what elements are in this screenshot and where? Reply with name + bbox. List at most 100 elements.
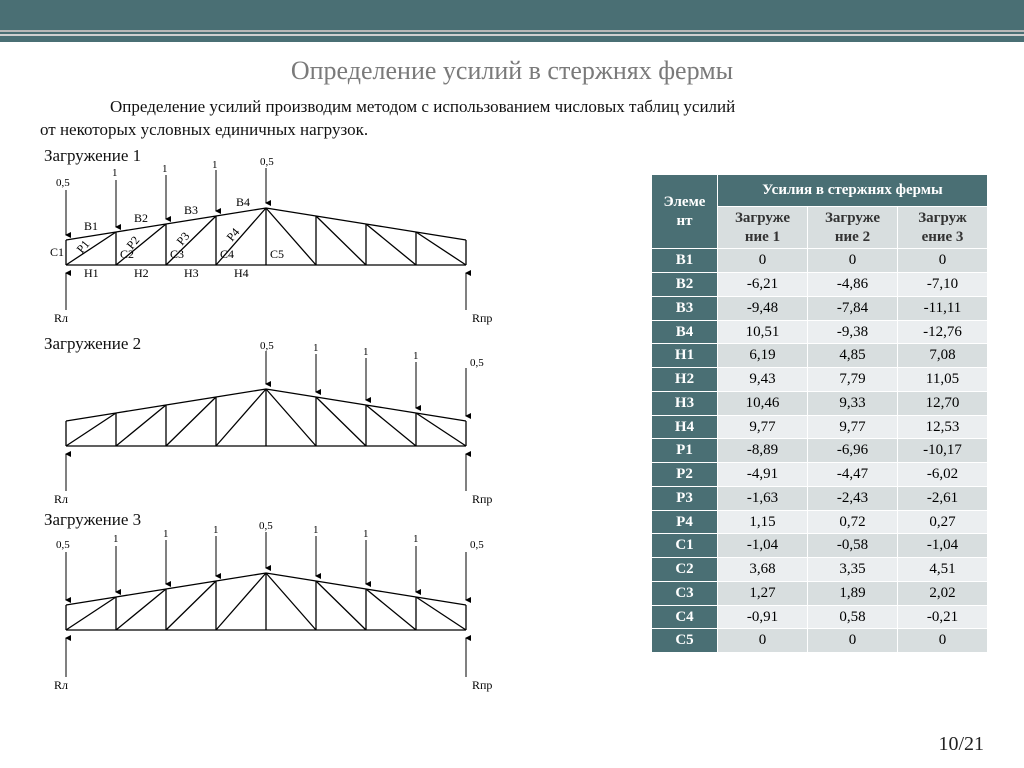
table-cell: 11,05 [898, 368, 988, 392]
table-cell: 1,15 [718, 510, 808, 534]
svg-text:1: 1 [313, 524, 319, 536]
table-cell: 3,68 [718, 558, 808, 582]
svg-text:0,5: 0,5 [470, 357, 484, 369]
svg-text:1: 1 [213, 524, 219, 536]
table-cell: 0 [808, 629, 898, 653]
intro-text: Определение усилий производим методом с … [40, 96, 984, 142]
intro-l1: Определение усилий производим методом с … [110, 97, 735, 116]
svg-text:1: 1 [413, 350, 419, 362]
svg-text:C4: C4 [220, 247, 234, 261]
svg-text:H3: H3 [184, 266, 199, 280]
svg-text:0,5: 0,5 [56, 177, 70, 189]
svg-text:P4: P4 [224, 225, 243, 244]
diagram-3: 0,5 1 1 1 0,5 1 1 1 0,5 Rл Rпр [36, 512, 506, 692]
table-cell: 10,46 [718, 391, 808, 415]
table-row-label: C2 [652, 558, 718, 582]
svg-text:1: 1 [413, 533, 419, 545]
svg-text:0,5: 0,5 [259, 520, 273, 532]
svg-text:1: 1 [112, 167, 118, 179]
header-line-2 [0, 34, 1024, 36]
table-cell: -4,91 [718, 463, 808, 487]
table-cell: 9,33 [808, 391, 898, 415]
svg-text:B3: B3 [184, 203, 198, 217]
table-row-label: H2 [652, 368, 718, 392]
table-cell: 12,70 [898, 391, 988, 415]
table-cell: 0,27 [898, 510, 988, 534]
table-row-label: P2 [652, 463, 718, 487]
forces-table: Элемент Усилия в стержнях фермы Загружен… [651, 174, 988, 653]
table-row-label: B4 [652, 320, 718, 344]
table-cell: 2,02 [898, 581, 988, 605]
svg-text:P3: P3 [174, 229, 193, 248]
svg-text:C1: C1 [50, 245, 64, 259]
svg-text:Rл: Rл [54, 492, 68, 506]
svg-text:1: 1 [363, 346, 369, 358]
table-cell: 4,85 [808, 344, 898, 368]
svg-text:Rпр: Rпр [472, 492, 492, 506]
table-hdr-forces: Усилия в стержнях фермы [718, 175, 988, 207]
table-cell: -6,96 [808, 439, 898, 463]
svg-text:C5: C5 [270, 247, 284, 261]
table-cell: -6,02 [898, 463, 988, 487]
table-cell: -4,86 [808, 273, 898, 297]
table-cell: 0,72 [808, 510, 898, 534]
table-cell: -1,04 [898, 534, 988, 558]
table-cell: 0 [898, 629, 988, 653]
table-row-label: P4 [652, 510, 718, 534]
table-cell: -12,76 [898, 320, 988, 344]
svg-text:Rл: Rл [54, 311, 68, 325]
svg-text:H4: H4 [234, 266, 249, 280]
table-cell: -0,58 [808, 534, 898, 558]
table-cell: 1,89 [808, 581, 898, 605]
header-line-1 [0, 30, 1024, 32]
svg-text:Rпр: Rпр [472, 678, 492, 692]
table-cell: -0,91 [718, 605, 808, 629]
intro-l2: от некоторых условных единичных нагрузок… [40, 120, 368, 139]
diagram-1: 0,5 1 1 1 0,5 B1 B2 B3 B4 C1 C2 C3 C4 C5… [36, 150, 506, 330]
table-hdr-load1: Загружение 1 [718, 206, 808, 249]
svg-text:1: 1 [162, 163, 168, 175]
svg-text:B2: B2 [134, 211, 148, 225]
svg-text:1: 1 [163, 528, 169, 540]
table-cell: -6,21 [718, 273, 808, 297]
table-cell: -7,84 [808, 296, 898, 320]
svg-text:P1: P1 [74, 237, 93, 256]
svg-text:Rл: Rл [54, 678, 68, 692]
table-cell: -2,61 [898, 486, 988, 510]
table-row-label: B1 [652, 249, 718, 273]
svg-text:1: 1 [313, 342, 319, 354]
table-hdr-load3: Загружение 3 [898, 206, 988, 249]
table-cell: 0 [898, 249, 988, 273]
table-cell: 12,53 [898, 415, 988, 439]
table-cell: 7,79 [808, 368, 898, 392]
table-row-label: C3 [652, 581, 718, 605]
table-cell: -4,47 [808, 463, 898, 487]
table-row-label: H3 [652, 391, 718, 415]
table-cell: 7,08 [898, 344, 988, 368]
table-row-label: H4 [652, 415, 718, 439]
table-cell: 10,51 [718, 320, 808, 344]
svg-text:B4: B4 [236, 195, 250, 209]
table-cell: 6,19 [718, 344, 808, 368]
table-cell: -1,63 [718, 486, 808, 510]
table-row-label: C5 [652, 629, 718, 653]
table-hdr-load2: Загружение 2 [808, 206, 898, 249]
svg-text:0,5: 0,5 [470, 539, 484, 551]
svg-text:1: 1 [113, 533, 119, 545]
table-cell: 0 [808, 249, 898, 273]
table-row-label: C4 [652, 605, 718, 629]
table-cell: 1,27 [718, 581, 808, 605]
table-cell: 9,77 [808, 415, 898, 439]
svg-text:C3: C3 [170, 247, 184, 261]
svg-text:B1: B1 [84, 219, 98, 233]
table-row-label: C1 [652, 534, 718, 558]
table-row-label: B2 [652, 273, 718, 297]
svg-text:0,5: 0,5 [56, 539, 70, 551]
page-title: Определение усилий в стержнях фермы [0, 56, 1024, 86]
page-number: 10/21 [938, 733, 984, 756]
table-cell: 0 [718, 629, 808, 653]
table-cell: -1,04 [718, 534, 808, 558]
table-cell: 0 [718, 249, 808, 273]
table-row-label: P1 [652, 439, 718, 463]
table-cell: -11,11 [898, 296, 988, 320]
